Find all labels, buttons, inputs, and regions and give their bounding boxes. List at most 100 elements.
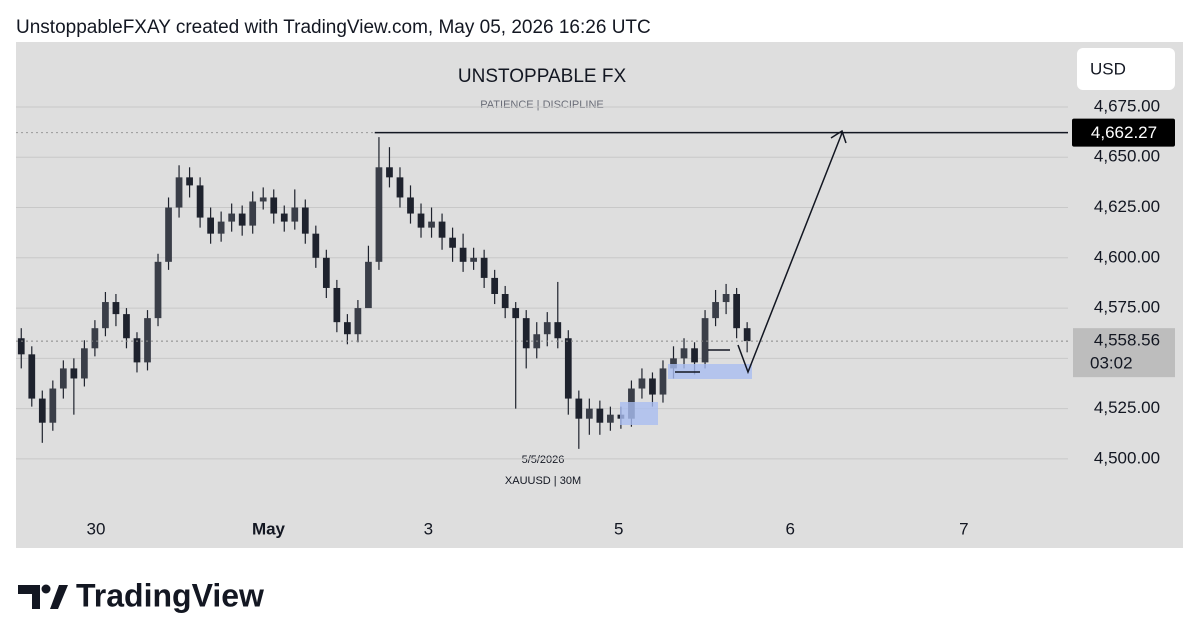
candle-body (522, 318, 530, 349)
last-price-label: 4,558.56 (1094, 331, 1160, 350)
candle-body (165, 207, 172, 262)
projection-arrow (737, 132, 843, 375)
candle-body (217, 221, 225, 234)
candle-body (365, 261, 372, 309)
candle-body (428, 221, 435, 228)
x-tick-label: 3 (424, 519, 433, 538)
candle-body (81, 348, 88, 379)
candle-body (322, 257, 330, 288)
candle-body (28, 354, 36, 399)
candle-body (249, 201, 257, 226)
level-label-box (1072, 118, 1175, 147)
last-price-box (1073, 328, 1175, 378)
candle-body (543, 322, 551, 335)
candle-body (70, 368, 78, 379)
y-tick-label: 4,525.00 (1094, 398, 1160, 417)
candle-body (207, 217, 214, 234)
candle-body (733, 294, 740, 329)
currency-box[interactable] (1077, 48, 1175, 90)
y-tick-label: 4,675.00 (1094, 96, 1160, 115)
candle-body (607, 414, 614, 423)
candle-body (691, 348, 698, 363)
candle-body (154, 261, 162, 319)
y-tick-label: 4,500.00 (1094, 448, 1160, 467)
candle-body (270, 197, 278, 214)
candle-body (354, 308, 362, 335)
candle-body (238, 213, 246, 226)
candle-body (301, 207, 309, 234)
y-tick-label: 4,650.00 (1094, 147, 1160, 166)
candle-body (480, 257, 488, 278)
watermark-symbol: XAUUSD | 30M (505, 475, 581, 487)
candle-body (501, 294, 509, 309)
candle-body (344, 322, 351, 335)
candle-body (228, 213, 236, 222)
candle-body (712, 302, 719, 319)
candle-body (670, 358, 677, 369)
x-tick-label: 5 (614, 519, 623, 538)
candle-body (186, 177, 193, 186)
plot (16, 106, 1068, 460)
level-label: 4,662.27 (1091, 123, 1157, 142)
candle-body (196, 185, 204, 218)
y-tick-label: 4,600.00 (1094, 247, 1160, 266)
candle-body (396, 177, 404, 198)
countdown: 03:02 (1090, 354, 1133, 373)
candle-body (680, 348, 688, 359)
candle-body (49, 388, 57, 423)
demand-zone (668, 364, 752, 379)
candle-body (133, 338, 141, 363)
candle-body (512, 308, 520, 319)
candle-body (417, 213, 425, 228)
candle-body (333, 287, 341, 323)
candle-body (459, 247, 467, 262)
currency[interactable]: USD (1090, 59, 1126, 78)
candle-body (407, 197, 414, 214)
candle-body (743, 328, 751, 342)
candle-body (659, 368, 667, 395)
x-tick-label: 7 (959, 519, 968, 538)
candle-body (564, 338, 572, 399)
candle-body (470, 257, 477, 262)
chart-title: UNSTOPPABLE FX (458, 66, 627, 87)
header: UnstoppableFXAY created with TradingView… (16, 17, 651, 38)
candle-body (638, 378, 646, 389)
candle-body (112, 302, 120, 315)
chart-background (16, 42, 1183, 548)
x-tick-label: May (252, 519, 286, 538)
candle-body (701, 318, 709, 363)
candle-body (649, 378, 656, 395)
candle-body (722, 294, 730, 303)
arrow-head (830, 129, 847, 144)
brand: TradingView (76, 577, 264, 613)
x-tick-label: 30 (86, 519, 105, 538)
watermark-date: 5/5/2026 (522, 454, 565, 466)
candle-body (554, 322, 562, 339)
candle-body (312, 233, 320, 258)
candle-body (449, 237, 456, 248)
demand-zone (620, 402, 658, 425)
candle-body (17, 338, 25, 355)
candle-body (175, 177, 183, 208)
candle-body (123, 314, 130, 339)
candle-body (585, 408, 593, 419)
candle-body (38, 398, 46, 423)
price-axis (1068, 42, 1183, 548)
x-tick-label: 6 (786, 519, 795, 538)
y-tick-label: 4,625.00 (1094, 197, 1160, 216)
candle-body (375, 167, 383, 262)
candle-body (575, 398, 583, 419)
candle-body (144, 318, 151, 363)
candle-body (259, 197, 267, 202)
y-tick-label: 4,575.00 (1094, 298, 1160, 317)
candle-body (596, 408, 604, 423)
brand-logo (18, 584, 68, 609)
candle-body (491, 277, 499, 294)
candle-body (386, 167, 393, 178)
chart-subtitle: PATIENCE | DISCIPLINE (480, 99, 603, 111)
candle-body (438, 221, 446, 238)
candle-body (280, 213, 288, 222)
candle-body (59, 368, 67, 389)
